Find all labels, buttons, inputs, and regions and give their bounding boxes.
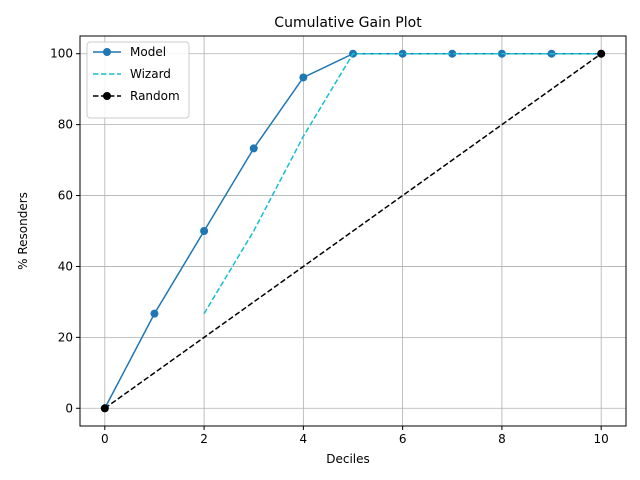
data-point-model [299,73,308,82]
x-tick-label: 0 [101,432,109,446]
y-tick-label: 0 [65,401,73,415]
plot-frame [79,35,627,427]
legend-label-random: Random [130,89,180,103]
data-point-random [100,404,109,413]
x-tick-label: 6 [399,432,407,446]
y-tick-label: 60 [58,189,73,203]
legend-label-wizard: Wizard [130,67,171,81]
series-group [100,49,606,413]
legend-marker-model [103,48,111,56]
legend-marker-random [103,92,111,100]
series-random [100,49,606,413]
data-point-model [150,309,159,318]
x-tick-label: 10 [594,432,609,446]
x-axis-label: Deciles [326,452,370,466]
data-point-model [249,144,258,153]
legend: Model Wizard Random [86,41,190,119]
y-tick-label: 100 [50,47,73,61]
y-tick-label: 40 [58,259,73,273]
series-line-wizard [203,52,602,314]
chart-title: Cumulative Gain Plot [274,15,422,31]
x-tick-label: 4 [300,432,308,446]
series-line-random [104,53,602,409]
y-tick-label: 80 [58,118,73,132]
x-tick-label: 8 [498,432,506,446]
y-axis-label: % Resonders [16,192,30,270]
legend-frame [86,41,190,119]
y-tick-label: 20 [58,330,73,344]
data-point-random [597,49,606,58]
legend-label-model: Model [130,45,166,59]
data-point-model [200,227,209,235]
data-point-model [448,49,457,58]
series-wizard [203,52,602,314]
x-tick-label: 2 [200,432,208,446]
